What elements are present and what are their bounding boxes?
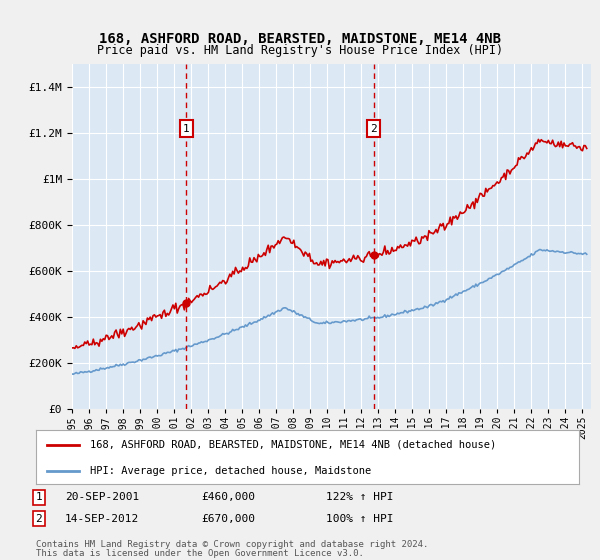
Text: 2: 2 bbox=[370, 124, 377, 134]
Text: This data is licensed under the Open Government Licence v3.0.: This data is licensed under the Open Gov… bbox=[36, 549, 364, 558]
Text: 14-SEP-2012: 14-SEP-2012 bbox=[65, 514, 139, 524]
Text: HPI: Average price, detached house, Maidstone: HPI: Average price, detached house, Maid… bbox=[91, 466, 371, 475]
Text: £460,000: £460,000 bbox=[201, 492, 255, 502]
Text: 1: 1 bbox=[183, 124, 190, 134]
Text: 168, ASHFORD ROAD, BEARSTED, MAIDSTONE, ME14 4NB (detached house): 168, ASHFORD ROAD, BEARSTED, MAIDSTONE, … bbox=[91, 440, 497, 450]
Text: Contains HM Land Registry data © Crown copyright and database right 2024.: Contains HM Land Registry data © Crown c… bbox=[36, 540, 428, 549]
Text: 100% ↑ HPI: 100% ↑ HPI bbox=[326, 514, 394, 524]
Text: 168, ASHFORD ROAD, BEARSTED, MAIDSTONE, ME14 4NB: 168, ASHFORD ROAD, BEARSTED, MAIDSTONE, … bbox=[99, 32, 501, 46]
Text: 122% ↑ HPI: 122% ↑ HPI bbox=[326, 492, 394, 502]
Text: 2: 2 bbox=[35, 514, 43, 524]
Text: 1: 1 bbox=[35, 492, 43, 502]
Text: 20-SEP-2001: 20-SEP-2001 bbox=[65, 492, 139, 502]
Text: Price paid vs. HM Land Registry's House Price Index (HPI): Price paid vs. HM Land Registry's House … bbox=[97, 44, 503, 57]
Text: £670,000: £670,000 bbox=[201, 514, 255, 524]
